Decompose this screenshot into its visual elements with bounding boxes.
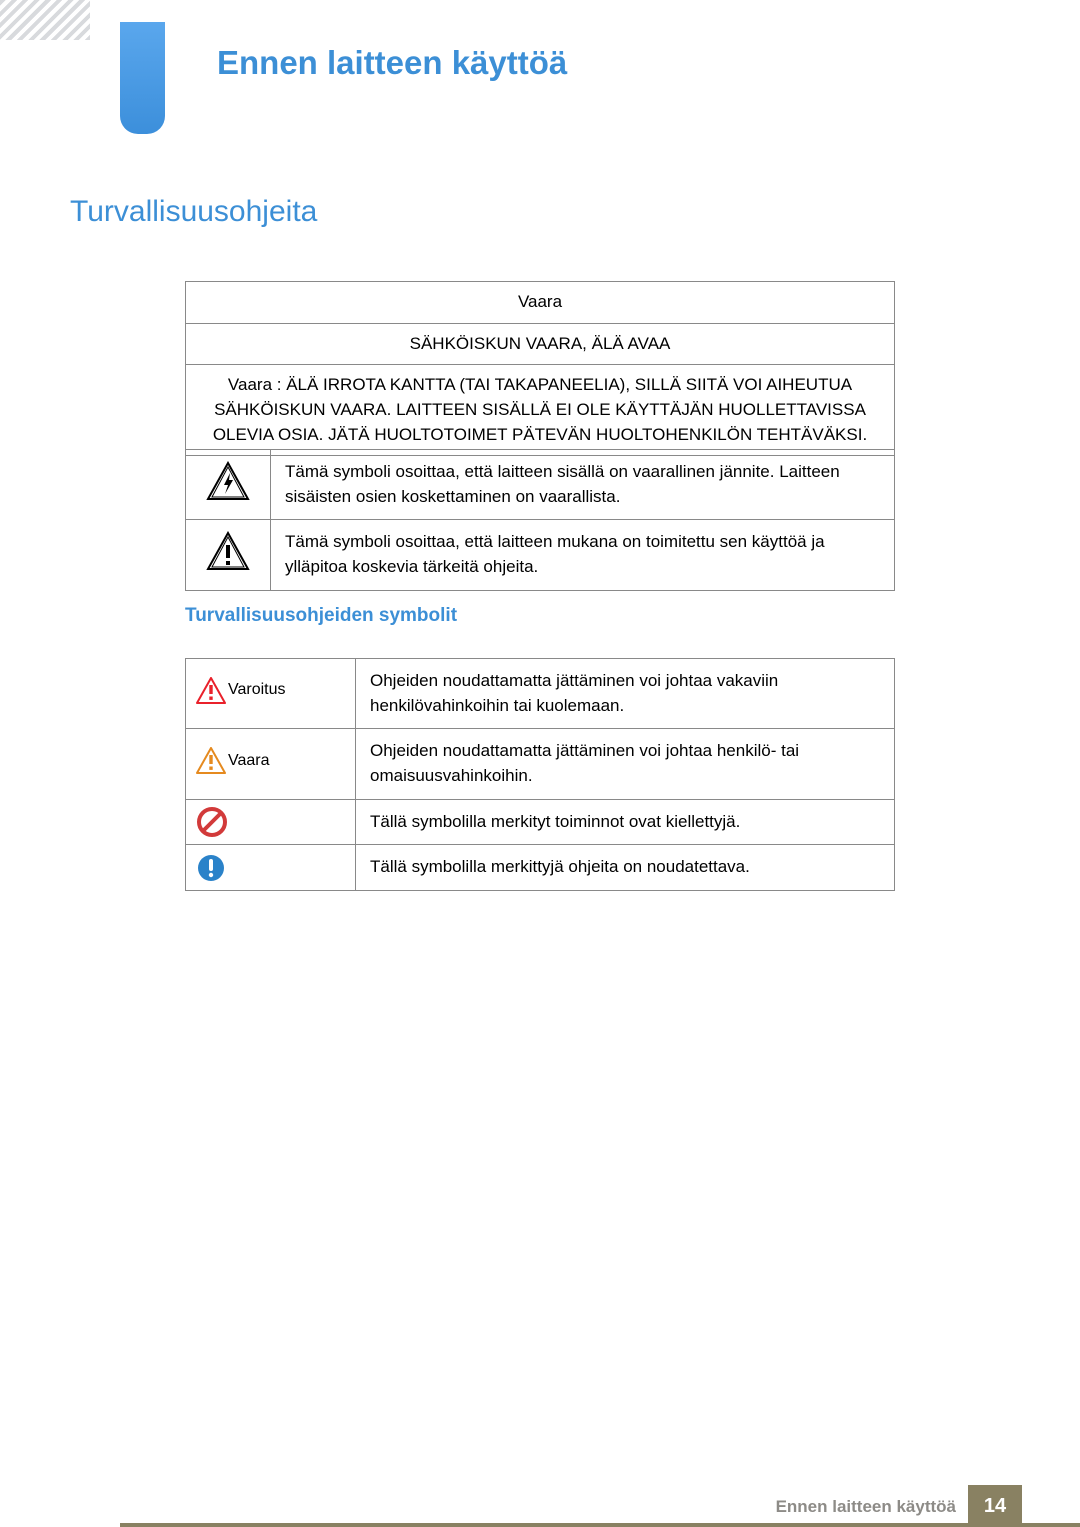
- caution-label: Vaara: [228, 749, 270, 772]
- section-title: Turvallisuusohjeita: [70, 195, 317, 229]
- prohibited-icon-cell: [186, 799, 356, 845]
- warning-label-cell: Varoitus: [186, 659, 356, 729]
- high-voltage-text: Tämä symboli osoittaa, että laitteen sis…: [271, 450, 895, 520]
- prohibited-circle-icon: [196, 806, 228, 838]
- mandatory-icon-cell: [186, 845, 356, 891]
- high-voltage-triangle-icon: [206, 461, 250, 501]
- caution-label-cell: Vaara: [186, 729, 356, 799]
- danger-row-title: Vaara: [186, 282, 895, 324]
- info-circle-icon: [196, 853, 226, 883]
- high-voltage-icon-cell: [186, 450, 271, 520]
- corner-decoration: [0, 0, 90, 40]
- subsection-title: Turvallisuusohjeiden symbolit: [185, 605, 457, 627]
- important-info-icon-cell: [186, 520, 271, 590]
- danger-row-warning: SÄHKÖISKUN VAARA, ÄLÄ AVAA: [186, 323, 895, 365]
- footer-rule: [120, 1523, 1080, 1527]
- danger-notice-table: Vaara SÄHKÖISKUN VAARA, ÄLÄ AVAA Vaara :…: [185, 281, 895, 456]
- caution-triangle-orange-icon: [196, 747, 226, 774]
- chapter-tab: [120, 22, 165, 134]
- exclamation-triangle-icon: [206, 531, 250, 571]
- mandatory-desc: Tällä symbolilla merkittyjä ohjeita on n…: [356, 845, 895, 891]
- chapter-title: Ennen laitteen käyttöä: [217, 44, 567, 82]
- danger-row-body: Vaara : ÄLÄ IRROTA KANTTA (TAI TAKAPANEE…: [186, 365, 895, 456]
- footer-chapter-label: Ennen laitteen käyttöä: [776, 1497, 956, 1517]
- prohibited-desc: Tällä symbolilla merkityt toiminnot ovat…: [356, 799, 895, 845]
- important-info-text: Tämä symboli osoittaa, että laitteen muk…: [271, 520, 895, 590]
- warning-desc: Ohjeiden noudattamatta jättäminen voi jo…: [356, 659, 895, 729]
- page-number: 14: [968, 1485, 1022, 1527]
- caution-desc: Ohjeiden noudattamatta jättäminen voi jo…: [356, 729, 895, 799]
- warning-triangle-red-icon: [196, 677, 226, 704]
- safety-symbols-table: Varoitus Ohjeiden noudattamatta jättämin…: [185, 658, 895, 891]
- symbol-explanation-table: Tämä symboli osoittaa, että laitteen sis…: [185, 449, 895, 591]
- warning-label: Varoitus: [228, 678, 286, 701]
